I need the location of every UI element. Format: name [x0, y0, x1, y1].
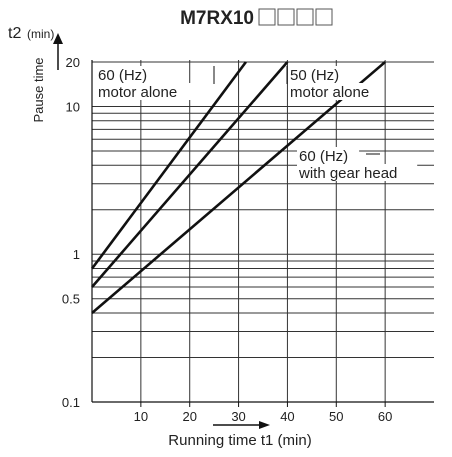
- series-label-text: 60 (Hz): [98, 67, 147, 84]
- label-backing: [96, 66, 159, 83]
- series-line-3: [91, 61, 386, 314]
- series-line-2: [91, 61, 289, 288]
- y-tick-label: 20: [66, 55, 80, 70]
- series-label-text: motor alone: [290, 84, 369, 101]
- axes: [53, 33, 434, 429]
- x-tick-label: 40: [280, 409, 294, 424]
- x-axis-arrow-head: [259, 421, 270, 429]
- y-tick-label: 0.1: [62, 395, 80, 410]
- y-axis-unit: (min): [27, 27, 54, 41]
- y-axis-arrow-head: [53, 33, 63, 44]
- y-axis-label: Pause time: [31, 57, 46, 122]
- x-tick-label: 50: [329, 409, 343, 424]
- series-label-3: 60 (Hz)with gear head: [297, 147, 418, 182]
- title-placeholder-box: [277, 8, 295, 26]
- y-tick-label: 1: [73, 247, 80, 262]
- title-placeholder-box: [296, 8, 314, 26]
- x-tick-label: 60: [378, 409, 392, 424]
- label-backing: [288, 83, 384, 100]
- y-axis-symbol: t2: [8, 25, 21, 42]
- label-backing: [96, 83, 192, 100]
- title-placeholder-boxes: [258, 8, 333, 26]
- y-tick-label: 0.5: [62, 292, 80, 307]
- x-axis-label: Running time t1 (min): [168, 432, 311, 449]
- grid: [92, 60, 434, 402]
- series-line-1: [90, 61, 247, 270]
- series-label-text: motor alone: [98, 84, 177, 101]
- label-backing: [297, 147, 360, 164]
- series-label-2: 50 (Hz)motor alone: [288, 66, 384, 101]
- series-label-1: 60 (Hz)motor alone: [96, 66, 192, 101]
- title-placeholder-box: [258, 8, 276, 26]
- series-lines: [90, 61, 386, 314]
- label-backing: [297, 164, 418, 181]
- tick-labels: 10 20 30 40 50 60 0.1 0.5 1 10 20: [62, 55, 392, 424]
- y-tick-label: 10: [66, 99, 80, 114]
- x-tick-label: 10: [134, 409, 148, 424]
- x-tick-label: 20: [182, 409, 196, 424]
- series-label-text: 50 (Hz): [290, 67, 339, 84]
- series-label-text: with gear head: [298, 165, 397, 182]
- title-placeholder-box: [315, 8, 333, 26]
- label-backing: [288, 66, 351, 83]
- chart-title: M7RX10: [180, 8, 254, 29]
- series-label-text: 60 (Hz): [299, 148, 348, 165]
- x-tick-label: 30: [231, 409, 245, 424]
